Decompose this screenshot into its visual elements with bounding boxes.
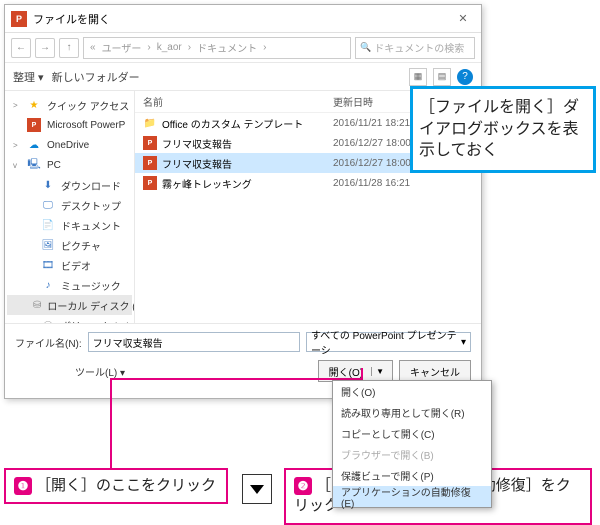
dvd-icon: ⦿ [41, 318, 55, 323]
open-split-icon[interactable]: ▼ [371, 367, 388, 376]
folder-icon: 📁 [143, 116, 157, 130]
up-button[interactable]: ↑ [59, 38, 79, 58]
dl-icon: ⬇ [41, 178, 55, 192]
tools-button[interactable]: ツール(L) ▾ [75, 364, 125, 379]
callout-step-1: ❶［開く］のここをクリック [4, 468, 228, 504]
sidebar-item[interactable]: >★クイック アクセス [7, 95, 132, 115]
sidebar-item[interactable]: ♪ミュージック [7, 275, 132, 295]
pp-icon: P [143, 176, 157, 190]
powerpoint-icon: P [11, 11, 27, 27]
breadcrumb[interactable]: « ユーザー› k_aor› ドキュメント› [83, 37, 351, 59]
dialog-title: ファイルを開く [33, 11, 110, 27]
sidebar-item[interactable]: ⦿ボリューム (D:) [7, 315, 132, 323]
pc-icon: 🖳 [27, 158, 41, 172]
sidebar-item[interactable]: PMicrosoft PowerP [7, 115, 132, 135]
star-icon: ★ [27, 98, 41, 112]
organize-button[interactable]: 整理 ▾ [13, 69, 44, 85]
sidebar-item[interactable]: ⛁ローカル ディスク (C [7, 295, 132, 315]
filename-input[interactable] [88, 332, 300, 352]
hdd-icon: ⛁ [33, 298, 41, 312]
sidebar: >★クイック アクセスPMicrosoft PowerP>☁OneDrivev🖳… [5, 91, 135, 323]
pic-icon: 🖼 [41, 238, 55, 252]
view-icon[interactable]: ▦ [409, 68, 427, 86]
step-badge-2: ❷ [294, 477, 312, 495]
sidebar-item[interactable]: ⬇ダウンロード [7, 175, 132, 195]
col-name[interactable]: 名前 [143, 94, 333, 109]
sidebar-item[interactable]: >☁OneDrive [7, 135, 132, 155]
menu-item[interactable]: コピーとして開く(C) [333, 423, 491, 444]
leader-line [110, 378, 363, 380]
pp-icon: P [143, 136, 157, 150]
file-row[interactable]: P霧ヶ峰トレッキング2016/11/28 16:21 [135, 173, 481, 193]
sidebar-item[interactable]: 📄ドキュメント [7, 215, 132, 235]
cancel-button[interactable]: キャンセル [399, 360, 471, 382]
view2-icon[interactable]: ▤ [433, 68, 451, 86]
nav-bar: ← → ↑ « ユーザー› k_aor› ドキュメント› ドキュメントの検索 [5, 33, 481, 63]
menu-item[interactable]: 読み取り専用として開く(R) [333, 402, 491, 423]
mus-icon: ♪ [41, 278, 55, 292]
sidebar-item[interactable]: 🖵デスクトップ [7, 195, 132, 215]
ds-icon: 🖵 [41, 198, 55, 212]
filename-label: ファイル名(N): [15, 335, 82, 350]
leader-line [361, 368, 363, 380]
callout-instruction: ［ファイルを開く］ダイアログボックスを表示しておく [410, 86, 596, 173]
menu-item[interactable]: 開く(O) [333, 381, 491, 402]
pp-icon: P [27, 118, 41, 132]
forward-button[interactable]: → [35, 38, 55, 58]
vid-icon: 🎞 [41, 258, 55, 272]
sidebar-item[interactable]: 🖼ピクチャ [7, 235, 132, 255]
file-open-dialog: P ファイルを開く ✕ ← → ↑ « ユーザー› k_aor› ドキュメント›… [4, 4, 482, 399]
leader-line [110, 380, 112, 470]
pp-icon: P [143, 156, 157, 170]
search-input[interactable]: ドキュメントの検索 [355, 37, 475, 59]
od-icon: ☁ [27, 138, 41, 152]
help-icon[interactable]: ? [457, 69, 473, 85]
dropdown-arrow-icon [242, 474, 272, 504]
close-icon[interactable]: ✕ [451, 12, 475, 25]
open-dropdown-menu: 開く(O)読み取り専用として開く(R)コピーとして開く(C)ブラウザーで開く(B… [332, 380, 492, 508]
sidebar-item[interactable]: 🎞ビデオ [7, 255, 132, 275]
menu-item[interactable]: アプリケーションの自動修復(E) [333, 486, 491, 507]
newfolder-button[interactable]: 新しいフォルダー [52, 69, 140, 85]
doc-icon: 📄 [41, 218, 55, 232]
back-button[interactable]: ← [11, 38, 31, 58]
filetype-select[interactable]: すべての PowerPoint プレゼンテーシ▾ [306, 332, 471, 352]
step-badge-1: ❶ [14, 477, 32, 495]
titlebar: P ファイルを開く ✕ [5, 5, 481, 33]
sidebar-item[interactable]: v🖳PC [7, 155, 132, 175]
menu-item: ブラウザーで開く(B) [333, 444, 491, 465]
